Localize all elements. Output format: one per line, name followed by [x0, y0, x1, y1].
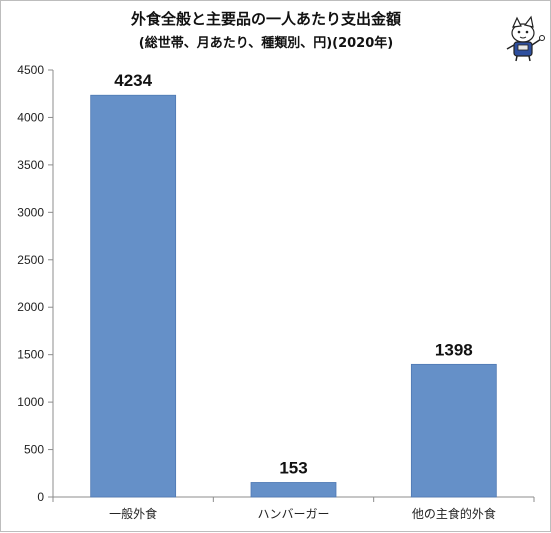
- data-label: 153: [279, 458, 307, 477]
- y-tick-label: 4000: [17, 110, 44, 124]
- y-tick-label: 3000: [17, 205, 44, 219]
- y-tick-label: 0: [37, 490, 44, 504]
- data-label: 1398: [435, 340, 473, 359]
- plot-area: 0 500 1000 1500 2000 2500 3000 3500 4000 4500 4234…: [17, 63, 535, 521]
- bar: [90, 94, 177, 498]
- x-category-label: ハンバーガー: [257, 507, 329, 521]
- chart-title: 外食全般と主要品の一人あたり支出金額: [130, 10, 401, 28]
- y-tick-label: 1500: [17, 348, 44, 362]
- y-tick-label: 1000: [17, 395, 44, 409]
- y-tick-label: 2000: [17, 300, 44, 314]
- chart-subtitle: (総世帯、月あたり、種類別、円)(2020年): [139, 35, 393, 51]
- x-category-label: 他の主食的外食: [412, 506, 496, 521]
- y-tick-label: 2500: [17, 253, 44, 267]
- y-tick-label: 500: [24, 443, 44, 457]
- data-label: 4234: [114, 71, 152, 90]
- mascot-character-icon: [506, 15, 545, 62]
- y-tick-label: 3500: [17, 158, 44, 172]
- y-tick-label: 4500: [17, 63, 44, 77]
- x-category-label: 一般外食: [109, 506, 157, 521]
- bar: [250, 482, 337, 498]
- bar: [410, 363, 497, 498]
